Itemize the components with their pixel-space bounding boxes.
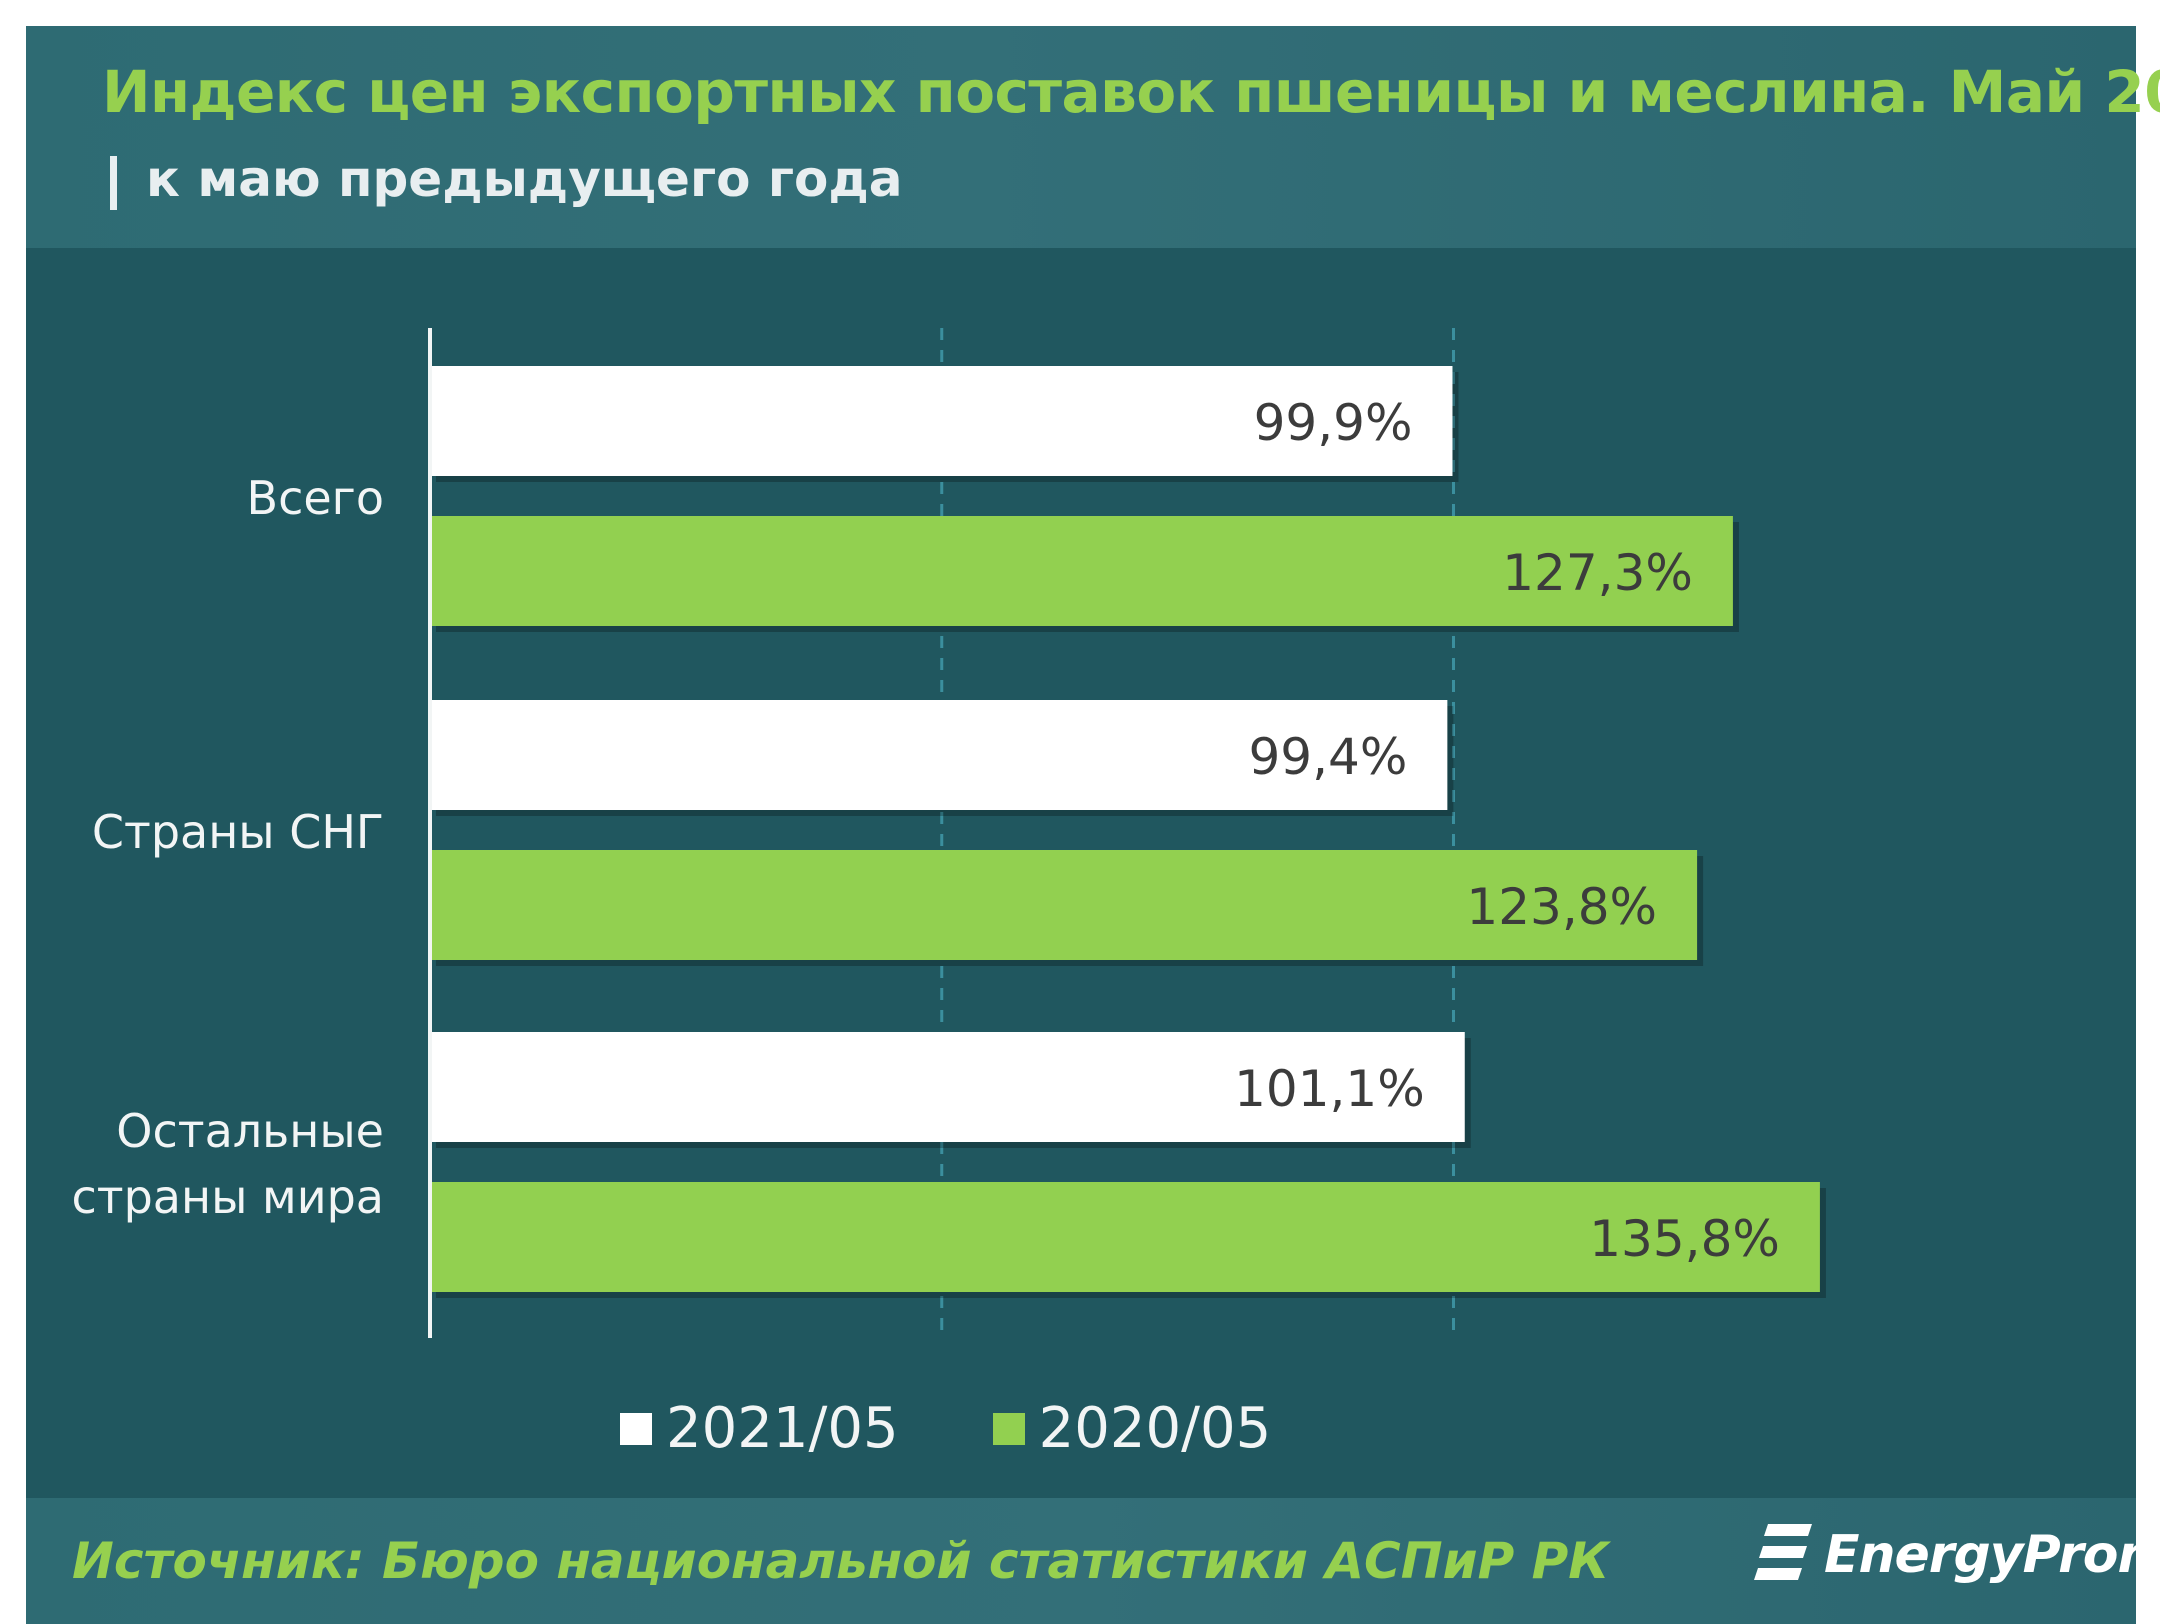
chart-header: Индекс цен экспортных поставок пшеницы и… [26,26,2160,248]
category-label-line: Страны СНГ [92,805,384,859]
category-label-line: страны мира [72,1170,384,1224]
logo-wordmark: EnergyProm [1824,1525,2160,1585]
bar-value-label: 123,8% [1466,878,1657,936]
legend-swatch-2020 [992,1412,1025,1445]
bar-value-label: 127,3% [1502,544,1693,602]
chart-title: Индекс цен экспортных поставок пшеницы и… [102,58,2160,126]
chart-legend: 2021/05 2020/05 [620,1396,1365,1461]
bar-2021-1 [430,700,1448,810]
bar-value-label: 101,1% [1234,1060,1425,1118]
legend-swatch-2021 [620,1412,652,1445]
subtitle-marker [110,156,117,210]
chart-card: Индекс цен экспортных поставок пшеницы и… [26,26,2160,1624]
bar-value-label: 99,9% [1254,394,1413,452]
legend-label-2021: 2021/05 [666,1396,899,1461]
energyprom-logo-icon [1754,1524,1812,1580]
bar-2020-1 [430,850,1698,960]
category-label-line: Всего [247,471,384,525]
legend-item-2021: 2021/05 [620,1396,899,1461]
chart-subtitle: к маю предыдущего года [146,150,903,208]
bar-2020-0 [430,516,1733,626]
energyprom-logo: EnergyProm [1754,1520,2160,1590]
category-label: Всего [247,471,384,525]
bar-chart: 99,9% 127,3% Всего 99,4% 123,8% Страны СНГ 101… [72,328,1826,1338]
category-label: Остальные страны мира [72,1104,384,1224]
legend-label-2020: 2020/05 [1038,1396,1272,1461]
bar-2021-2 [430,1032,1465,1142]
bar-value-label: 99,4% [1249,728,1408,786]
bar-2021-0 [430,366,1453,476]
category-label: Страны СНГ [92,805,384,859]
bar-2020-2 [430,1182,1820,1292]
legend-item-2020: 2020/05 [992,1396,1272,1461]
source-note: Источник: Бюро национальной статистики А… [72,1532,1610,1590]
bar-value-label: 135,8% [1589,1210,1780,1268]
category-label-line: Остальные [116,1104,384,1158]
